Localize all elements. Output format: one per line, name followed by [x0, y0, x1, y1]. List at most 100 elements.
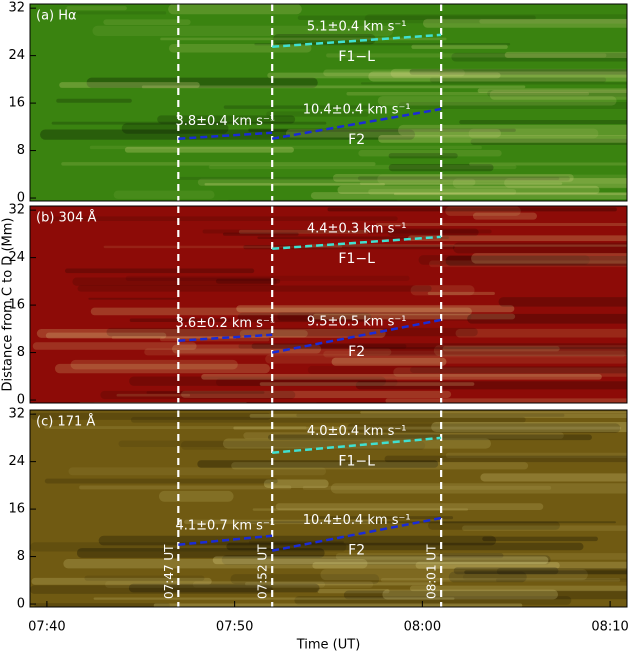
- texture: [467, 313, 627, 324]
- texture: [267, 72, 501, 79]
- texture: [438, 553, 504, 559]
- texture: [398, 124, 627, 136]
- texture: [496, 568, 627, 575]
- texture: [201, 373, 602, 380]
- texture: [54, 363, 270, 374]
- texture: [377, 96, 617, 106]
- texture: [257, 236, 449, 239]
- texture: [233, 426, 622, 430]
- texture: [157, 115, 296, 124]
- texture: [410, 366, 627, 373]
- fit-label: 5.1±0.4 km s⁻¹: [307, 19, 407, 34]
- texture: [409, 585, 627, 592]
- panel-label: (b) 304 Å: [36, 210, 96, 226]
- texture: [259, 382, 475, 386]
- texture: [393, 192, 627, 196]
- texture: [129, 376, 386, 386]
- texture: [181, 390, 452, 398]
- texture: [141, 85, 526, 89]
- texture: [243, 432, 564, 439]
- texture: [238, 344, 407, 349]
- texture: [212, 556, 549, 565]
- fit-label: 3.6±0.2 km s⁻¹: [175, 316, 275, 331]
- texture: [469, 162, 627, 166]
- texture: [204, 183, 385, 186]
- texture: [130, 416, 526, 423]
- texture: [360, 411, 627, 414]
- y-tick-label: 32: [8, 203, 25, 218]
- texture: [462, 574, 627, 580]
- texture: [245, 582, 433, 586]
- texture: [409, 69, 627, 75]
- texture: [310, 192, 627, 200]
- texture: [64, 268, 255, 274]
- texture: [323, 69, 465, 77]
- fit-label: 4.0±0.4 km s⁻¹: [307, 424, 407, 439]
- texture: [408, 235, 627, 241]
- texture: [36, 329, 386, 338]
- fit-line: [178, 534, 273, 546]
- texture: [504, 51, 627, 59]
- x-tick-label: 08:10: [591, 620, 628, 635]
- panel: [30, 4, 627, 201]
- texture: [116, 393, 191, 397]
- texture: [479, 19, 627, 24]
- texture: [455, 328, 627, 338]
- texture: [180, 441, 426, 450]
- texture: [429, 77, 607, 83]
- panel-background: [30, 4, 627, 201]
- texture: [124, 146, 294, 153]
- texture: [88, 297, 180, 300]
- texture: [43, 216, 398, 221]
- fit-line: [271, 318, 442, 354]
- texture: [448, 571, 527, 583]
- fit-label: 9.5±0.5 km s⁻¹: [307, 315, 407, 330]
- texture: [410, 285, 475, 296]
- texture: [382, 589, 559, 600]
- fit-line: [272, 436, 442, 454]
- texture: [308, 516, 454, 520]
- texture: [471, 253, 627, 264]
- texture: [428, 260, 627, 268]
- texture: [98, 535, 497, 546]
- texture: [113, 190, 215, 199]
- texture: [251, 343, 627, 350]
- texture: [153, 603, 523, 607]
- texture: [144, 348, 392, 356]
- texture: [418, 255, 590, 265]
- texture: [347, 423, 621, 433]
- texture: [236, 305, 515, 313]
- y-tick-label: 8: [17, 143, 25, 158]
- texture: [93, 597, 455, 600]
- texture: [223, 105, 383, 109]
- texture: [222, 232, 299, 236]
- texture: [76, 548, 325, 558]
- panel-label: (c) 171 Å: [36, 414, 95, 430]
- texture: [472, 212, 537, 220]
- texture: [445, 206, 521, 216]
- texture: [90, 307, 472, 316]
- texture: [103, 19, 191, 25]
- panel: [30, 206, 627, 403]
- fit-label: 4.1±0.7 km s⁻¹: [175, 519, 275, 534]
- x-tick-label: 08:00: [404, 620, 441, 635]
- texture: [398, 101, 627, 110]
- texture: [294, 596, 572, 605]
- texture: [44, 478, 278, 484]
- texture: [364, 14, 627, 24]
- texture: [427, 291, 495, 296]
- texture: [498, 297, 627, 307]
- texture: [375, 223, 627, 227]
- texture: [277, 312, 472, 321]
- texture: [248, 128, 516, 132]
- texture: [480, 473, 627, 482]
- y-tick-label: 24: [8, 250, 25, 265]
- texture: [415, 561, 627, 569]
- texture: [68, 467, 327, 476]
- texture: [451, 52, 627, 62]
- texture: [343, 590, 627, 600]
- marker-label: 07:52 UT: [256, 544, 270, 599]
- fit-line: [271, 107, 442, 140]
- texture: [31, 577, 212, 585]
- x-tick-label: 07:40: [28, 620, 65, 635]
